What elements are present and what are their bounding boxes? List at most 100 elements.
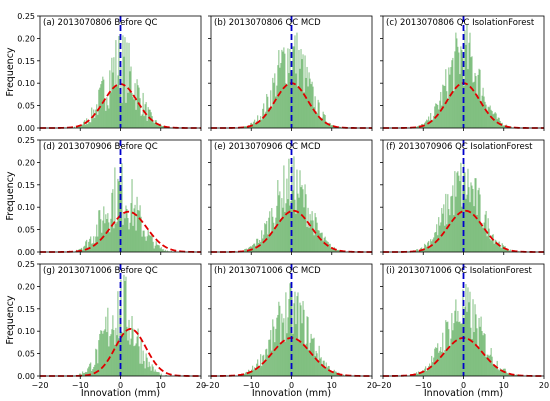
y-tick-label: 0.25 — [17, 12, 35, 21]
histogram-bar — [476, 96, 478, 128]
histogram-bar — [501, 243, 503, 252]
histogram-bar — [338, 126, 340, 128]
histogram-bar — [437, 105, 439, 128]
histogram-bar — [160, 247, 162, 252]
histogram-bar — [104, 223, 106, 252]
histogram-bar — [489, 354, 491, 376]
histogram-bar — [166, 250, 168, 252]
histogram-bar — [98, 210, 100, 252]
subplot-h: −20 −10 0 10 20 (h) 2013071006 QC MCD — [203, 263, 377, 390]
histogram-bar — [329, 371, 331, 376]
x-tick-label: 0 — [289, 381, 294, 390]
histogram-bar — [151, 236, 153, 252]
histogram-bar — [275, 328, 277, 376]
histogram-bar — [104, 329, 106, 376]
histogram — [408, 24, 521, 129]
x-tick-label: 10 — [499, 381, 509, 390]
histogram-bar — [124, 280, 126, 376]
histogram-bar — [280, 63, 282, 128]
histogram-bar — [152, 241, 154, 252]
histogram-bar — [300, 187, 302, 252]
histogram-bar — [146, 357, 148, 376]
histogram-bar — [420, 372, 422, 376]
histogram-bar — [451, 313, 453, 376]
histogram-bar — [468, 42, 470, 129]
histogram-bar — [289, 205, 291, 252]
histogram-bar — [139, 205, 141, 252]
histogram-bar — [443, 204, 445, 252]
histogram-bar — [92, 243, 94, 252]
histogram-bar — [94, 243, 96, 252]
histogram-bar — [456, 321, 458, 376]
histogram-bar — [264, 223, 266, 252]
histogram-bar — [273, 326, 275, 376]
histogram-bar — [289, 283, 291, 376]
x-tick-label: 20 — [367, 381, 377, 390]
histogram-bar — [84, 245, 86, 252]
subplot-title: (e) 2013070906 QC MCD — [214, 142, 321, 152]
histogram-bar — [276, 85, 278, 128]
histogram-bar — [99, 210, 101, 252]
histogram-bar — [156, 244, 158, 252]
histogram-bar — [474, 304, 476, 376]
histogram-bar — [454, 171, 456, 252]
histogram-bar — [281, 49, 283, 128]
histogram — [400, 284, 524, 376]
histogram-bar — [94, 364, 96, 376]
histogram-bar — [426, 370, 428, 376]
histogram-bar — [135, 343, 137, 376]
subplot-i: −20 −10 0 10 20 (i) 2013071006 QC IsolationFo… — [375, 263, 549, 390]
histogram-bar — [247, 372, 249, 376]
histogram-bar — [156, 372, 158, 376]
subplot-g: 0.00 0.05 0.10 0.15 0.20 0.25 −20 −10 0 10 20 (g) 2… — [17, 260, 206, 390]
histogram-bar — [433, 115, 435, 128]
histogram-bar — [143, 230, 145, 252]
histogram-bar — [269, 339, 271, 376]
histogram-bar — [322, 360, 324, 376]
histogram-bar — [114, 87, 116, 128]
histogram-bar — [244, 373, 246, 376]
histogram-bar — [287, 48, 289, 128]
histogram-bar — [260, 241, 262, 252]
histogram-bar — [293, 156, 295, 252]
histogram-bar — [424, 368, 426, 376]
histogram-bar — [514, 374, 516, 376]
histogram-bar — [255, 123, 257, 128]
histogram-bar — [464, 172, 466, 252]
histogram-bar — [114, 344, 116, 376]
histogram-bar — [82, 124, 84, 128]
histogram-bar — [271, 350, 273, 376]
histogram-bar — [329, 243, 331, 252]
histogram-bar — [491, 235, 493, 252]
histogram-bar — [510, 126, 512, 128]
histogram-bar — [473, 206, 475, 252]
histogram-bar — [455, 32, 457, 128]
histogram-bar — [472, 299, 474, 376]
histogram-bar — [294, 35, 296, 128]
histogram-bar — [92, 118, 94, 128]
histogram-bar — [299, 302, 301, 376]
histogram-bar — [107, 307, 109, 376]
histogram-bar — [416, 372, 418, 376]
histogram-bar — [515, 374, 517, 376]
histogram — [232, 156, 353, 252]
histogram-bar — [111, 192, 113, 252]
histogram-bar — [485, 104, 487, 128]
subplot-title: (c) 2013070806 QC IsolationForest — [386, 18, 535, 28]
histogram-bar — [79, 373, 81, 376]
histogram-bar — [117, 75, 119, 128]
histogram-bar — [484, 101, 486, 128]
histogram-bar — [113, 57, 115, 128]
histogram-bar — [125, 276, 127, 376]
histogram-bar — [302, 189, 304, 252]
histogram-bar — [492, 114, 494, 128]
histogram-bar — [336, 250, 338, 252]
histogram-bar — [432, 119, 434, 128]
histogram-bar — [130, 66, 132, 128]
histogram-bar — [445, 69, 447, 128]
histogram-bar — [105, 110, 107, 128]
histogram-bar — [443, 353, 445, 376]
histogram-bar — [136, 79, 138, 128]
histogram-bar — [143, 116, 145, 128]
